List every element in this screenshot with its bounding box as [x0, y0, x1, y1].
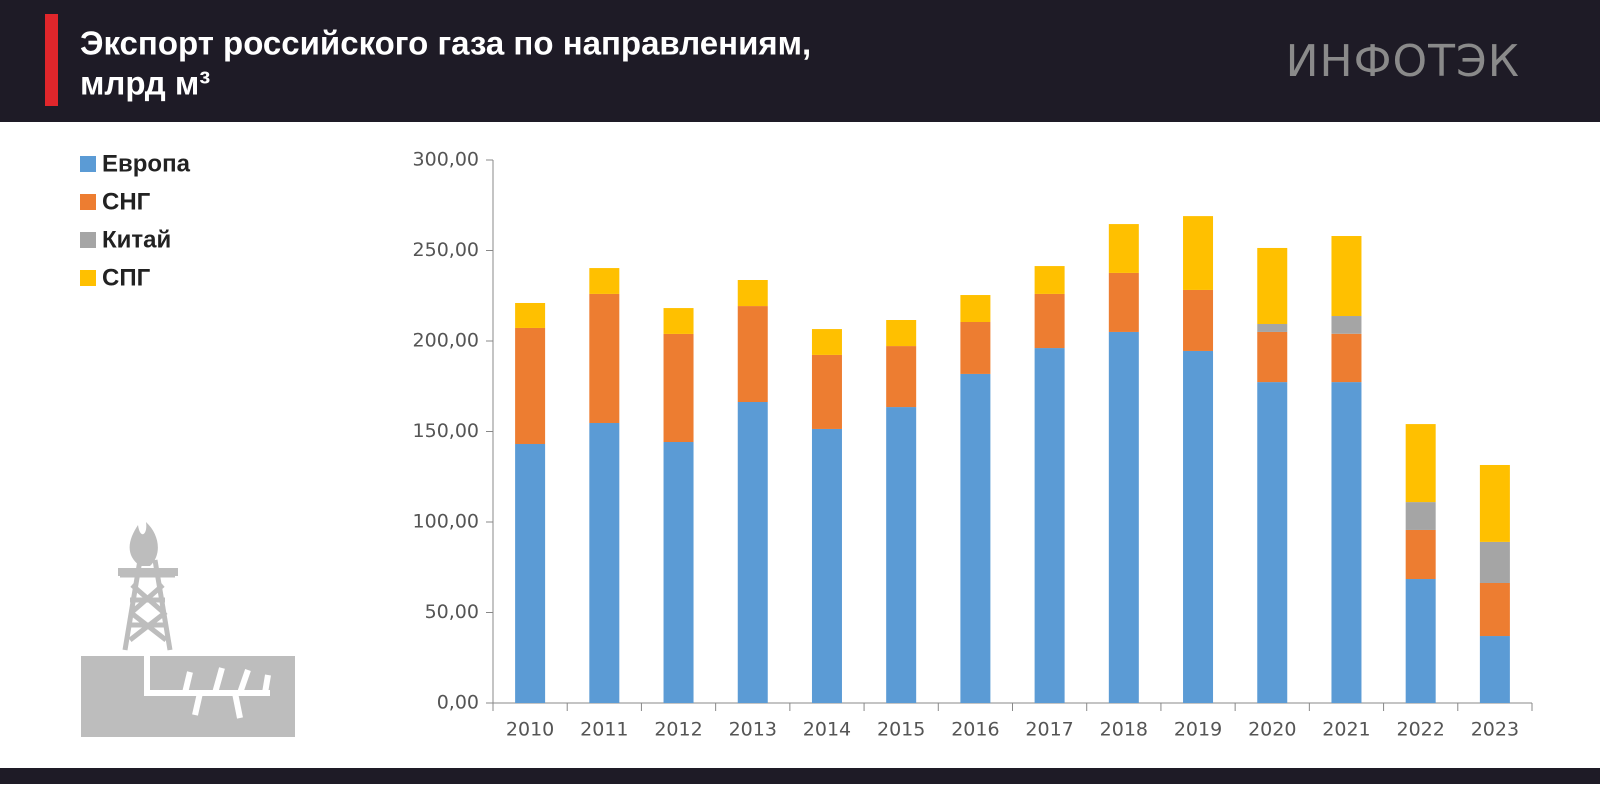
bar-segment [1405, 424, 1436, 503]
bar-segment [886, 407, 917, 703]
bar-segment [1479, 541, 1510, 583]
bar-segment [886, 320, 917, 347]
title-line: млрд м³ [80, 65, 210, 102]
bar-segment [811, 428, 842, 703]
y-tick-label: 150,00 [413, 420, 479, 442]
bar-segment [1108, 224, 1139, 273]
bar-segment [1034, 348, 1065, 703]
bar-segment [1479, 636, 1510, 703]
bar-segment [515, 302, 546, 328]
x-tick-label: 2014 [803, 719, 851, 741]
x-tick-label: 2017 [1025, 719, 1073, 741]
footer-band [0, 768, 1600, 784]
bar-segment [1108, 331, 1139, 703]
bar-segment [1479, 464, 1510, 542]
y-tick-label: 200,00 [413, 330, 479, 352]
header-band [0, 0, 1600, 122]
x-tick-label: 2015 [877, 719, 925, 741]
x-tick-label: 2011 [580, 719, 628, 741]
accent-bar [45, 14, 58, 106]
bar-segment [515, 327, 546, 444]
x-tick-label: 2010 [506, 719, 554, 741]
bar-segment [1479, 582, 1510, 637]
legend-label: СНГ [102, 188, 151, 215]
bar-segment [1257, 323, 1288, 332]
y-tick-label: 50,00 [425, 601, 479, 623]
bar-segment [811, 329, 842, 355]
bar-segment [1331, 316, 1362, 334]
bar-segment [1183, 350, 1214, 703]
bar-segment [1331, 236, 1362, 317]
logo: ИНФОТЭК [1286, 36, 1520, 87]
bar-segment [737, 306, 768, 402]
bar-segment [1034, 266, 1065, 294]
bar-segment [737, 280, 768, 307]
y-tick-label: 300,00 [413, 149, 479, 171]
bar-segment [515, 443, 546, 703]
legend-label: Китай [102, 226, 171, 253]
bar-segment [589, 422, 620, 703]
legend-swatch [80, 194, 96, 210]
bar-segment [1183, 216, 1214, 290]
legend-label: Европа [102, 150, 191, 177]
bar-segment [811, 354, 842, 429]
x-tick-label: 2022 [1396, 719, 1444, 741]
bar-segment [663, 333, 694, 442]
bar-segment [663, 441, 694, 703]
legend-swatch [80, 156, 96, 172]
legend-swatch [80, 270, 96, 286]
bar-segment [1331, 333, 1362, 383]
bar-segment [1257, 382, 1288, 703]
legend-label: СПГ [102, 264, 151, 291]
x-tick-label: 2019 [1174, 719, 1222, 741]
bar-segment [737, 401, 768, 703]
bar-segment [589, 268, 620, 294]
x-tick-label: 2023 [1471, 719, 1519, 741]
gas-icon [81, 522, 295, 737]
bar-segment [1257, 247, 1288, 324]
bar-segment [1257, 331, 1288, 383]
bar-segment [886, 346, 917, 408]
y-tick-label: 100,00 [413, 511, 479, 533]
bar-segment [960, 373, 991, 703]
bar-segment [589, 293, 620, 423]
y-tick-label: 250,00 [413, 239, 479, 261]
x-tick-label: 2018 [1100, 719, 1148, 741]
bar-segment [1405, 579, 1436, 703]
x-tick-label: 2013 [729, 719, 777, 741]
bar-segment [1108, 272, 1139, 332]
x-tick-label: 2012 [654, 719, 702, 741]
x-tick-label: 2020 [1248, 719, 1296, 741]
bar-segment [960, 295, 991, 322]
bar-segment [960, 321, 991, 374]
bar-segment [1331, 382, 1362, 703]
bar-segment [1405, 502, 1436, 530]
bar-segment [663, 308, 694, 334]
y-tick-label: 0,00 [437, 692, 479, 714]
x-tick-label: 2021 [1322, 719, 1370, 741]
bar-segment [1405, 529, 1436, 580]
x-tick-label: 2016 [951, 719, 999, 741]
legend-swatch [80, 232, 96, 248]
title-line: Экспорт российского газа по направлениям… [80, 25, 811, 62]
bar-segment [1034, 293, 1065, 349]
bar-segment [1183, 289, 1214, 351]
